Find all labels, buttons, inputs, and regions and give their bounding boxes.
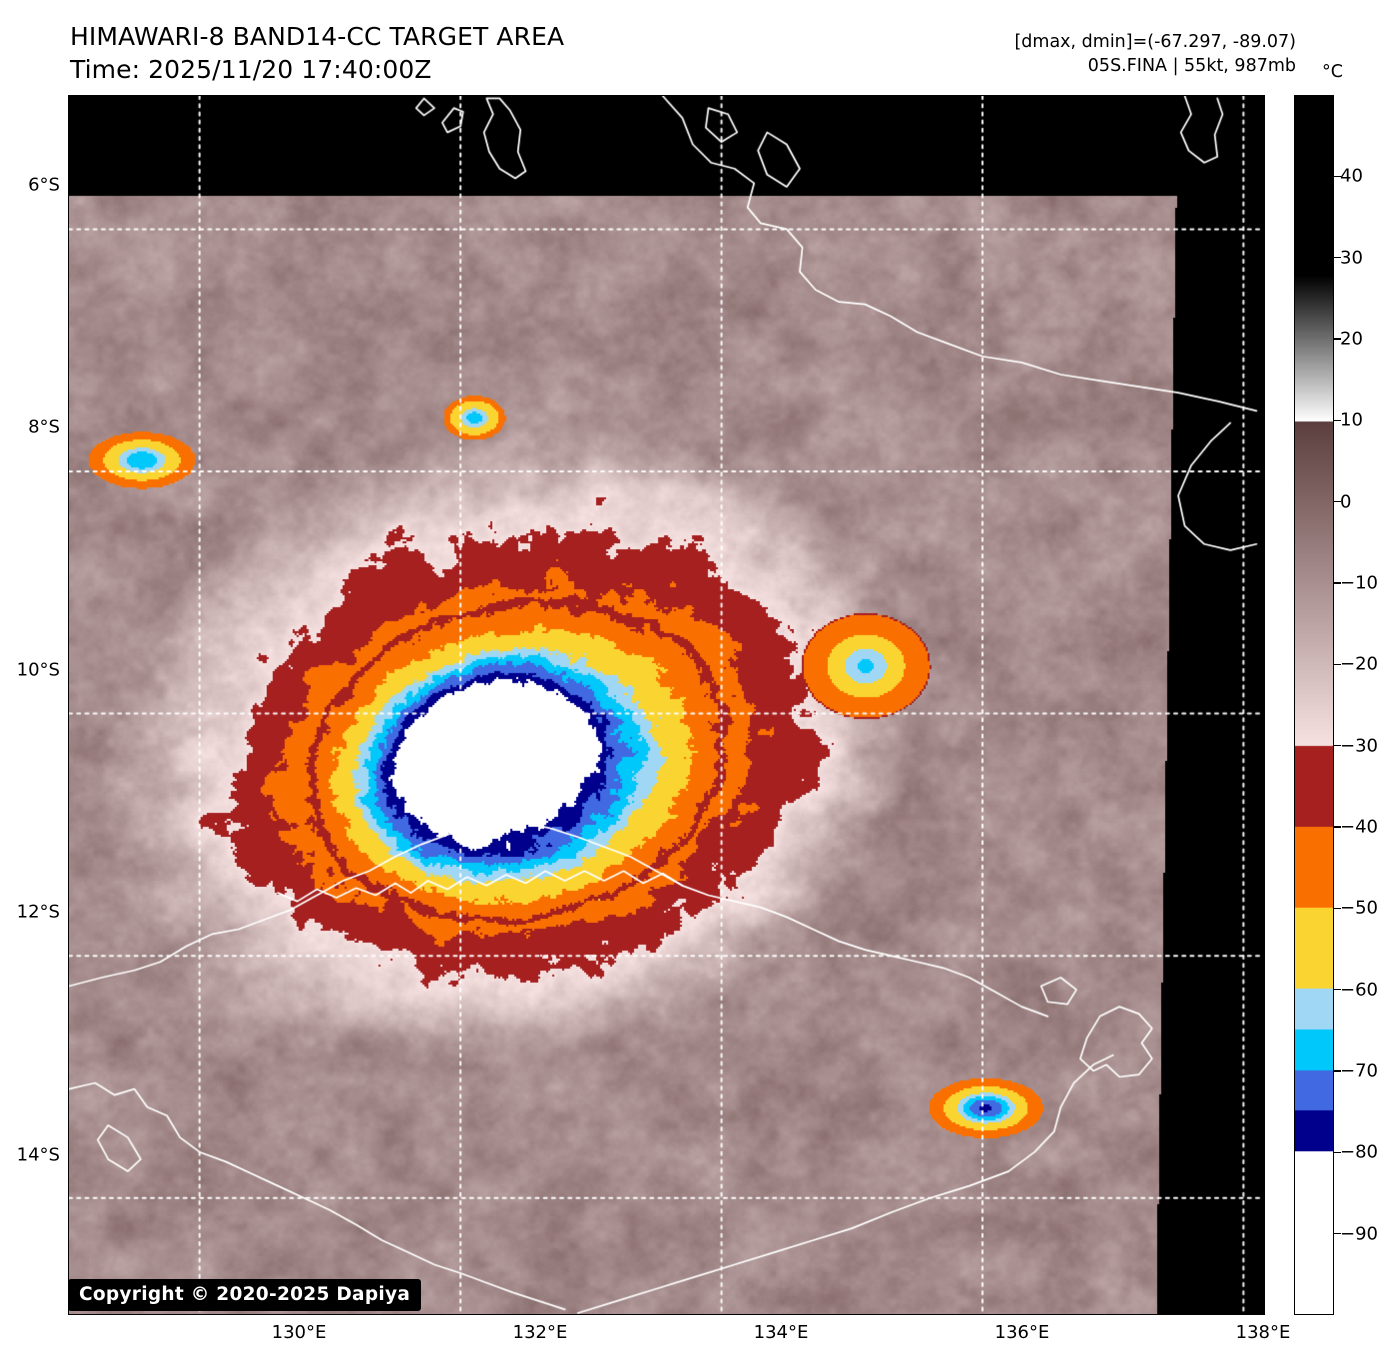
colorbar-tick-label--80: −80 bbox=[1340, 1141, 1378, 1163]
colorbar-gradient bbox=[1295, 96, 1333, 1314]
title-timestamp: Time: 2025/11/20 17:40:00Z bbox=[70, 55, 432, 84]
page-title: HIMAWARI-8 BAND14-CC TARGET AREA Time: 2… bbox=[70, 20, 564, 86]
colorbar-tick-mark bbox=[1334, 907, 1341, 910]
colorbar-tick-mark bbox=[1334, 419, 1341, 422]
colorbar-tick-label-30: 30 bbox=[1340, 247, 1363, 269]
colorbar-tick-mark bbox=[1334, 988, 1341, 991]
colorbar-tick-mark bbox=[1334, 1232, 1341, 1235]
x-tick-label-138E: 138°E bbox=[1235, 1322, 1291, 1343]
colorbar-tick-label--10: −10 bbox=[1340, 572, 1378, 594]
colorbar-tick-label-20: 20 bbox=[1340, 328, 1363, 350]
storm-info-text: 05S.FINA | 55kt, 987mb bbox=[1087, 56, 1296, 76]
colorbar-tick-mark bbox=[1334, 744, 1341, 747]
colorbar-tick-label--90: −90 bbox=[1340, 1223, 1378, 1245]
y-tick-label-8S: 8°S bbox=[28, 416, 60, 438]
copyright-banner: Copyright © 2020-2025 Dapiya bbox=[68, 1279, 422, 1311]
colorbar-tick-mark bbox=[1334, 256, 1341, 259]
satellite-image-panel bbox=[68, 95, 1265, 1315]
title-product: HIMAWARI-8 BAND14-CC TARGET AREA bbox=[70, 22, 565, 51]
colorbar-tick-mark bbox=[1334, 338, 1341, 340]
satellite-infrared-heatmap bbox=[69, 96, 1264, 1314]
x-tick-label-136E: 136°E bbox=[994, 1322, 1050, 1343]
y-tick-label-6S: 6°S bbox=[28, 174, 60, 196]
colorbar-tick-label--70: −70 bbox=[1340, 1060, 1378, 1082]
y-tick-label-10S: 10°S bbox=[16, 659, 60, 681]
colorbar-tick-label--20: −20 bbox=[1340, 653, 1378, 675]
colorbar-tick-label-40: 40 bbox=[1340, 165, 1363, 187]
colorbar-tick-label--60: −60 bbox=[1340, 979, 1378, 1001]
colorbar-unit-label: °C bbox=[1322, 62, 1343, 82]
y-tick-label-14S: 14°S bbox=[16, 1144, 60, 1166]
colorbar-tick-label--30: −30 bbox=[1340, 735, 1378, 757]
colorbar-tick-mark bbox=[1334, 826, 1341, 828]
x-tick-label-134E: 134°E bbox=[753, 1322, 809, 1343]
data-range-text: [dmax, dmin]=(-67.297, -89.07) bbox=[1014, 32, 1296, 52]
colorbar-tick-label--40: −40 bbox=[1340, 816, 1378, 838]
x-tick-label-130E: 130°E bbox=[271, 1322, 327, 1343]
colorbar-tick-mark bbox=[1334, 1151, 1341, 1154]
colorbar-tick-mark bbox=[1334, 663, 1341, 666]
colorbar-tick-mark bbox=[1334, 1070, 1341, 1072]
x-tick-label-132E: 132°E bbox=[512, 1322, 568, 1343]
colorbar-tick-mark bbox=[1334, 175, 1341, 178]
colorbar-tick-label--50: −50 bbox=[1340, 897, 1378, 919]
colorbar bbox=[1294, 95, 1334, 1315]
metadata-block: [dmax, dmin]=(-67.297, -89.07) 05S.FINA … bbox=[1014, 30, 1296, 78]
colorbar-tick-label-10: 10 bbox=[1340, 409, 1363, 431]
colorbar-tick-mark bbox=[1334, 582, 1341, 584]
colorbar-tick-label-0: 0 bbox=[1340, 491, 1352, 513]
colorbar-tick-mark bbox=[1334, 500, 1341, 503]
y-tick-label-12S: 12°S bbox=[16, 901, 60, 923]
